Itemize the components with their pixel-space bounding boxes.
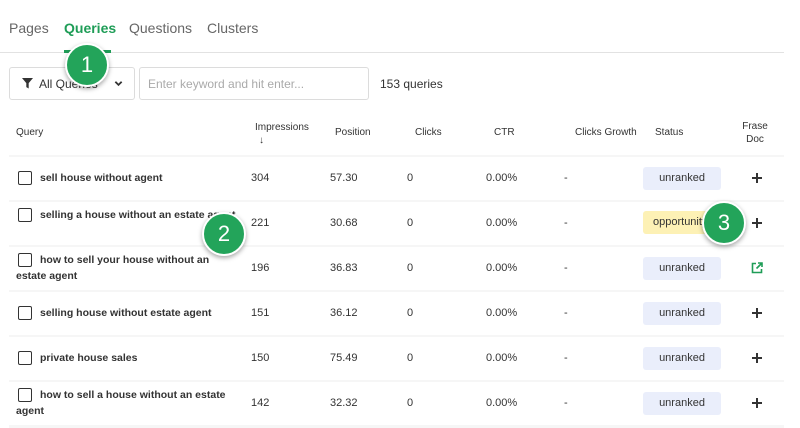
tab-clusters[interactable]: Clusters xyxy=(207,20,259,36)
table-row: how to sell a house without an estate ag… xyxy=(9,382,784,425)
table-row: sell house without agent 304 57.30 0 0.0… xyxy=(9,157,784,200)
clicks-growth-value: - xyxy=(564,397,568,409)
position-value: 36.83 xyxy=(330,262,358,274)
query-text: sell house without agent xyxy=(40,172,163,184)
ctr-value: 0.00% xyxy=(486,217,518,229)
impressions-value: 196 xyxy=(251,262,270,274)
position-value: 32.32 xyxy=(330,397,358,409)
row-checkbox[interactable] xyxy=(18,351,32,365)
ctr-value: 0.00% xyxy=(486,397,518,409)
query-text: selling a house without an estate agent xyxy=(40,209,236,221)
table-row: how to sell your house without an estate… xyxy=(9,247,784,290)
table-row: private house sales 150 75.49 0 0.00% - … xyxy=(9,337,784,380)
column-header-impressions[interactable]: Impressions ↓ xyxy=(255,122,309,146)
column-header-clicks[interactable]: Clicks xyxy=(415,127,442,138)
position-value: 75.49 xyxy=(330,352,358,364)
tab-bar: Pages Queries Questions Clusters xyxy=(0,0,784,53)
row-checkbox[interactable] xyxy=(18,253,32,267)
annotation-marker-2: 2 xyxy=(202,212,246,256)
impressions-value: 142 xyxy=(251,397,270,409)
position-value: 57.30 xyxy=(330,172,358,184)
column-header-position[interactable]: Position xyxy=(335,127,371,138)
column-header-ctr[interactable]: CTR xyxy=(494,127,515,138)
clicks-value: 0 xyxy=(407,352,414,364)
table-row: selling house without estate agent 151 3… xyxy=(9,292,784,335)
sort-descending-icon: ↓ xyxy=(259,135,264,146)
plus-icon[interactable] xyxy=(751,307,763,319)
clicks-value: 0 xyxy=(407,217,414,229)
row-checkbox[interactable] xyxy=(18,171,32,185)
position-value: 36.12 xyxy=(330,307,358,319)
status-badge: unranked xyxy=(643,347,721,370)
ctr-value: 0.00% xyxy=(486,262,518,274)
annotation-marker-1: 1 xyxy=(65,43,109,87)
status-badge: unranked xyxy=(643,257,721,280)
impressions-value: 150 xyxy=(251,352,270,364)
clicks-value: 0 xyxy=(407,397,414,409)
query-count: 153 queries xyxy=(380,77,443,91)
ctr-value: 0.00% xyxy=(486,172,518,184)
plus-icon[interactable] xyxy=(751,352,763,364)
row-checkbox[interactable] xyxy=(18,388,32,402)
query-text: how to sell a house without an estate ag… xyxy=(16,389,226,417)
clicks-value: 0 xyxy=(407,262,414,274)
column-header-status[interactable]: Status xyxy=(655,127,684,138)
keyword-search-input[interactable] xyxy=(139,67,369,100)
column-header-frase-doc: Frase Doc xyxy=(742,121,768,145)
clicks-value: 0 xyxy=(407,172,414,184)
chevron-down-icon xyxy=(114,81,123,87)
filter-icon xyxy=(22,78,33,89)
column-header-clicks-growth[interactable]: Clicks Growth xyxy=(575,127,637,138)
table-row: selling a house without an estate agent … xyxy=(9,202,784,245)
impressions-value: 304 xyxy=(251,172,270,184)
query-filter-dropdown[interactable]: All Queries xyxy=(9,67,135,100)
external-link-icon[interactable] xyxy=(751,262,763,274)
clicks-growth-value: - xyxy=(564,262,568,274)
tab-questions[interactable]: Questions xyxy=(129,20,193,36)
tab-queries[interactable]: Queries xyxy=(64,20,117,36)
clicks-value: 0 xyxy=(407,307,414,319)
plus-icon[interactable] xyxy=(751,172,763,184)
clicks-growth-value: - xyxy=(564,217,568,229)
tab-pages[interactable]: Pages xyxy=(9,20,49,36)
impressions-value: 151 xyxy=(251,307,270,319)
column-header-query[interactable]: Query xyxy=(16,127,44,138)
query-text: selling house without estate agent xyxy=(40,307,212,319)
annotation-marker-3: 3 xyxy=(702,201,746,245)
status-badge: unranked xyxy=(643,302,721,325)
plus-icon[interactable] xyxy=(751,217,763,229)
plus-icon[interactable] xyxy=(751,397,763,409)
status-badge: opportunity xyxy=(643,211,721,234)
position-value: 30.68 xyxy=(330,217,358,229)
ctr-value: 0.00% xyxy=(486,307,518,319)
clicks-growth-value: - xyxy=(564,172,568,184)
query-text: how to sell your house without an estate… xyxy=(16,254,210,282)
row-checkbox[interactable] xyxy=(18,208,32,222)
clicks-growth-value: - xyxy=(564,352,568,364)
status-badge: unranked xyxy=(643,167,721,190)
ctr-value: 0.00% xyxy=(486,352,518,364)
clicks-growth-value: - xyxy=(564,307,568,319)
query-text: private house sales xyxy=(40,352,138,364)
status-badge: unranked xyxy=(643,392,721,415)
impressions-value: 221 xyxy=(251,217,270,229)
row-checkbox[interactable] xyxy=(18,306,32,320)
